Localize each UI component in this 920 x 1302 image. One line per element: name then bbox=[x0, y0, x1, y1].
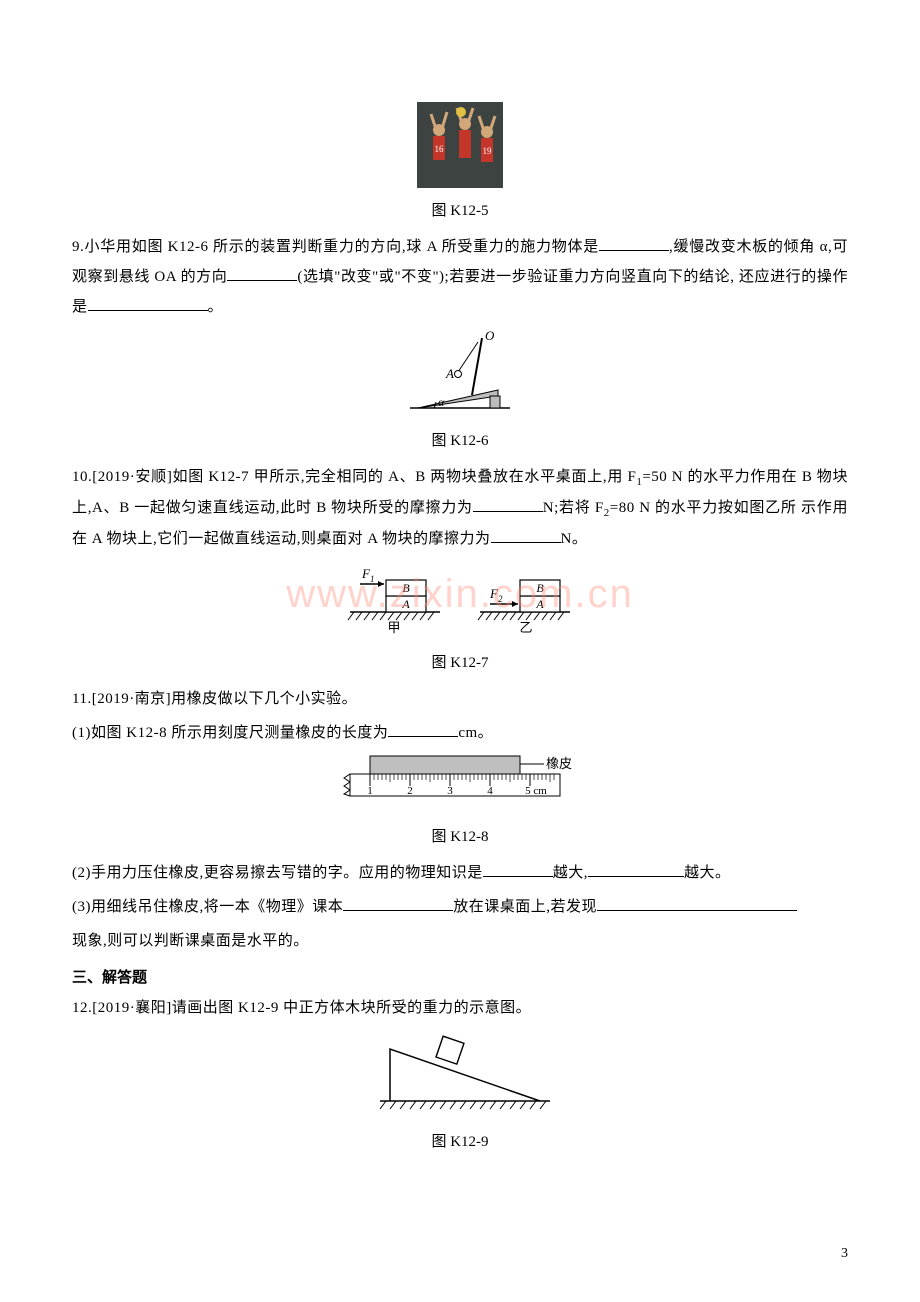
q10-blank-1 bbox=[473, 496, 543, 512]
question-9: 9.小华用如图 K12-6 所示的装置判断重力的方向,球 A 所受重力的施力物体… bbox=[72, 232, 848, 322]
q9-blank-2 bbox=[227, 265, 297, 281]
q10-text-2b: N;若将 F bbox=[543, 500, 604, 516]
q10-text-2c: =80 N 的水平力按如图乙所 bbox=[610, 500, 797, 516]
svg-text:1: 1 bbox=[367, 785, 373, 797]
question-11-4: 现象,则可以判断课桌面是水平的。 bbox=[72, 926, 848, 956]
q11-2c: 越大。 bbox=[684, 865, 731, 881]
question-11-2: (2)手用力压住橡皮,更容易擦去写错的字。应用的物理知识是 越大, 越大。 bbox=[72, 858, 848, 888]
figure-k12-7: A B F1 甲 bbox=[72, 560, 848, 672]
svg-text:B: B bbox=[402, 581, 410, 595]
svg-text:19: 19 bbox=[483, 146, 493, 156]
section-3-title: 三、解答题 bbox=[72, 966, 848, 987]
svg-text:16: 16 bbox=[435, 144, 445, 154]
q9-blank-1 bbox=[599, 235, 669, 251]
svg-text:2: 2 bbox=[407, 785, 413, 797]
question-11-3: (3)用细线吊住橡皮,将一本《物理》课本 放在课桌面上,若发现 bbox=[72, 892, 848, 922]
q9-blank-3 bbox=[88, 295, 208, 311]
volleyball-photo: 16 19 bbox=[417, 102, 503, 188]
page-number: 3 bbox=[841, 1246, 848, 1262]
figure-k12-9: 图 K12-9 bbox=[72, 1029, 848, 1151]
svg-text:F2: F2 bbox=[489, 586, 503, 604]
fig6-svg: O A α bbox=[400, 328, 520, 418]
q10-blank-2 bbox=[491, 527, 561, 543]
question-12: 12.[2019·襄阳]请画出图 K12-9 中正方体木块所受的重力的示意图。 bbox=[72, 993, 848, 1023]
q11-blank-3b bbox=[597, 895, 797, 911]
q11-blank-2b bbox=[588, 861, 684, 877]
figure-k12-6-caption: 图 K12-6 bbox=[72, 429, 848, 450]
q11-2b: 越大, bbox=[553, 865, 588, 881]
svg-text:橡皮: 橡皮 bbox=[546, 756, 572, 771]
figure-k12-7-caption: 图 K12-7 bbox=[72, 651, 848, 672]
q11-blank-3a bbox=[343, 895, 453, 911]
question-11-1: (1)如图 K12-8 所示用刻度尺测量橡皮的长度为 cm。 bbox=[72, 718, 848, 748]
q11-3b: 放在课桌面上,若发现 bbox=[453, 899, 597, 915]
svg-text:4: 4 bbox=[487, 785, 493, 797]
svg-text:α: α bbox=[438, 395, 445, 409]
q9-text-3: (选填"改变"或"不变");若要进一步验证重力方向竖直向下的结论, bbox=[297, 269, 734, 285]
svg-text:5 cm: 5 cm bbox=[525, 785, 547, 797]
question-10: 10.[2019·安顺]如图 K12-7 甲所示,完全相同的 A、B 两物块叠放… bbox=[72, 462, 848, 554]
q11-3a: (3)用细线吊住橡皮,将一本《物理》课本 bbox=[72, 899, 343, 915]
figure-k12-8-caption: 图 K12-8 bbox=[72, 825, 848, 846]
q11-blank-2a bbox=[483, 861, 553, 877]
q10-text-1: 10.[2019·安顺]如图 K12-7 甲所示,完全相同的 A、B 两物块叠放… bbox=[72, 469, 636, 485]
q10-text-1b: =50 N 的水平力作用在 B bbox=[642, 469, 812, 485]
page: www.zixin.com.cn 16 19 图 K12-5 bbox=[0, 0, 920, 1302]
figure-k12-5: 16 19 图 K12-5 bbox=[72, 102, 848, 220]
q11-1b: cm。 bbox=[458, 725, 493, 741]
figure-k12-9-caption: 图 K12-9 bbox=[72, 1130, 848, 1151]
figure-k12-6: O A α 图 K12-6 bbox=[72, 328, 848, 450]
svg-text:B: B bbox=[536, 581, 544, 595]
q9-text-2a: ,缓慢改变木板的倾角 bbox=[669, 239, 815, 255]
fig7-svg: A B F1 甲 bbox=[330, 560, 590, 640]
figure-k12-8: 橡皮 1 2 3 bbox=[72, 754, 848, 846]
question-11-head: 11.[2019·南京]用橡皮做以下几个小实验。 bbox=[72, 684, 848, 714]
q11-blank-1 bbox=[388, 721, 458, 737]
svg-text:A: A bbox=[401, 597, 410, 611]
q9-text-1: 9.小华用如图 K12-6 所示的装置判断重力的方向,球 A 所受重力的施力物体… bbox=[72, 239, 599, 255]
fig8-svg: 橡皮 1 2 3 bbox=[330, 754, 590, 814]
svg-text:乙: 乙 bbox=[519, 620, 532, 635]
svg-text:甲: 甲 bbox=[387, 620, 400, 635]
svg-text:F1: F1 bbox=[361, 566, 374, 584]
svg-text:A: A bbox=[535, 597, 544, 611]
svg-text:O: O bbox=[485, 328, 495, 343]
q11-1a: (1)如图 K12-8 所示用刻度尺测量橡皮的长度为 bbox=[72, 725, 388, 741]
figure-k12-5-caption: 图 K12-5 bbox=[72, 199, 848, 220]
svg-text:3: 3 bbox=[447, 785, 453, 797]
q11-2a: (2)手用力压住橡皮,更容易擦去写错的字。应用的物理知识是 bbox=[72, 865, 483, 881]
q9-period: 。 bbox=[208, 299, 224, 315]
fig9-svg bbox=[360, 1029, 560, 1119]
svg-text:A: A bbox=[445, 366, 454, 381]
q10-text-3b: N。 bbox=[561, 531, 588, 547]
